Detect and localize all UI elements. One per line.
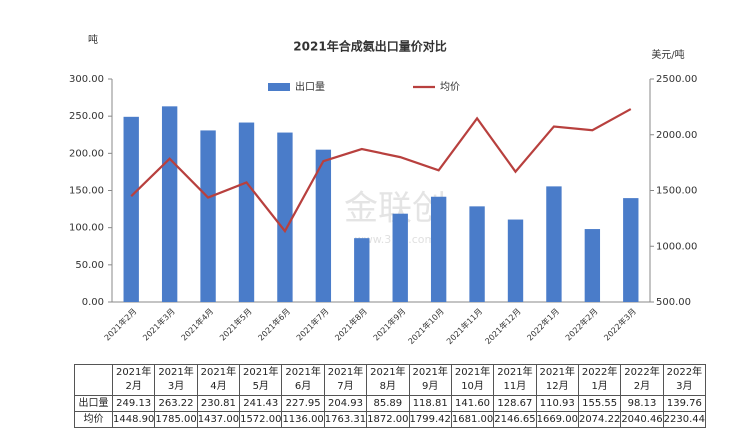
table-cell: 1872.00 [366,411,410,428]
table-cell: 2040.46 [620,411,664,428]
table-cell: 1437.00 [196,411,241,428]
x-tick-label: 2021年7月 [294,306,330,342]
table-row-label: 出口量 [74,395,113,412]
table-header-cell: 2022年2月 [620,364,664,396]
bar [200,130,216,302]
table-cell: 1785.00 [154,411,198,428]
table-cell: 241.43 [239,395,283,412]
table-header-cell: 2022年3月 [662,364,707,396]
legend-swatch [268,83,290,91]
x-tick-label: 2021年6月 [256,306,292,342]
table-cell: 118.81 [408,395,452,412]
table-cell: 204.93 [323,395,368,412]
table-cell: 227.95 [281,395,325,412]
y2-tick-label: 500.00 [656,297,691,308]
table-header-cell: 2021年3月 [154,364,198,396]
table-cell: 2146.65 [493,411,537,428]
table-cell: 139.76 [662,395,707,412]
bar [469,206,485,302]
x-tick-label: 2022年2月 [563,306,599,342]
table-header-cell: 2021年11月 [493,364,537,396]
table-cell: 1572.00 [239,411,283,428]
table-header-cell: 2021年5月 [239,364,283,396]
y-tick-label: 300.00 [69,74,104,85]
table-cell: 1136.00 [281,411,325,428]
table-cell: 230.81 [196,395,241,412]
y-tick-label: 250.00 [69,111,104,122]
y-axis-label: 吨 [88,33,98,46]
y-tick-label: 100.00 [69,223,104,234]
table-cell: 1669.00 [535,411,579,428]
table-header-cell: 2021年9月 [408,364,452,396]
x-tick-label: 2021年12月 [483,306,523,346]
bar [507,219,524,302]
legend-label: 出口量 [295,80,325,93]
table-header-cell: 2022年1月 [577,364,622,396]
y2-tick-label: 1000.00 [656,241,697,252]
x-tick-label: 2021年9月 [371,306,407,342]
x-tick-label: 2021年5月 [217,306,253,342]
bar [238,122,255,302]
table-header-cell: 2021年4月 [196,364,241,396]
chart-title: 2021年合成氨出口量价对比 [293,39,446,54]
y-tick-label: 150.00 [69,186,104,197]
table-cell: 2074.22 [577,411,622,428]
x-tick-label: 2022年1月 [525,306,561,342]
y-tick-label: 50.00 [75,260,104,271]
table-header-cell: 2021年6月 [281,364,325,396]
legend-label: 均价 [440,81,460,93]
table-cell: 1681.00 [450,411,495,428]
table-cell: 1763.31 [323,411,368,428]
bar [430,196,447,302]
table-header-cell: 2021年7月 [323,364,368,396]
x-tick-label: 2021年3月 [140,306,176,342]
y2-tick-label: 2000.00 [656,130,697,141]
table-row: 均价 1448.90 1785.00 1437.00 1572.00 1136.00 176… [74,411,707,428]
table-cell: 98.13 [620,395,664,412]
x-tick-label: 2021年4月 [179,306,215,342]
bar [354,238,370,302]
table-cell: 85.89 [366,395,410,412]
table-corner [74,364,113,396]
bar [123,116,139,302]
x-tick-label: 2021年10月 [406,306,446,346]
bar [584,229,601,302]
bar [392,213,408,302]
table-header-cell: 2021年10月 [450,364,495,396]
table-cell: 263.22 [154,395,198,412]
table-cell: 110.93 [535,395,579,412]
table-row-label: 均价 [74,411,113,428]
table-header-row: 2021年2月 2021年3月 2021年4月 2021年5月 2021年6月 2021年… [74,364,707,396]
x-tick-label: 2021年11月 [444,306,484,346]
bar [161,106,178,302]
y-tick-label: 200.00 [69,148,104,159]
bar [315,149,332,302]
y2-axis-label: 美元/吨 [651,48,684,61]
table-cell: 1799.42 [408,411,452,428]
table-cell: 141.60 [450,395,495,412]
bar [623,198,639,302]
table-cell: 1448.90 [111,411,156,428]
table-cell: 2230.44 [662,411,707,428]
table-header-cell: 2021年8月 [366,364,410,396]
bar [546,186,562,302]
x-tick-label: 2022年3月 [602,306,638,342]
table-cell: 249.13 [111,395,156,412]
y-tick-label: 0.00 [82,297,104,308]
line [130,108,632,234]
y2-tick-label: 1500.00 [656,186,697,197]
x-tick-label: 2021年8月 [333,306,369,342]
table-cell: 128.67 [493,395,537,412]
bar [277,132,293,302]
table-header-cell: 2021年2月 [111,364,156,396]
y2-tick-label: 2500.00 [656,74,697,85]
data-table: 2021年2月 2021年3月 2021年4月 2021年5月 2021年6月 2021年… [74,364,707,428]
table-row: 出口量 249.13 263.22 230.81 241.43 227.95 204.93 8… [74,395,707,412]
table-cell: 155.55 [577,395,622,412]
table-header-cell: 2021年12月 [535,364,579,396]
x-tick-label: 2021年2月 [102,306,138,342]
